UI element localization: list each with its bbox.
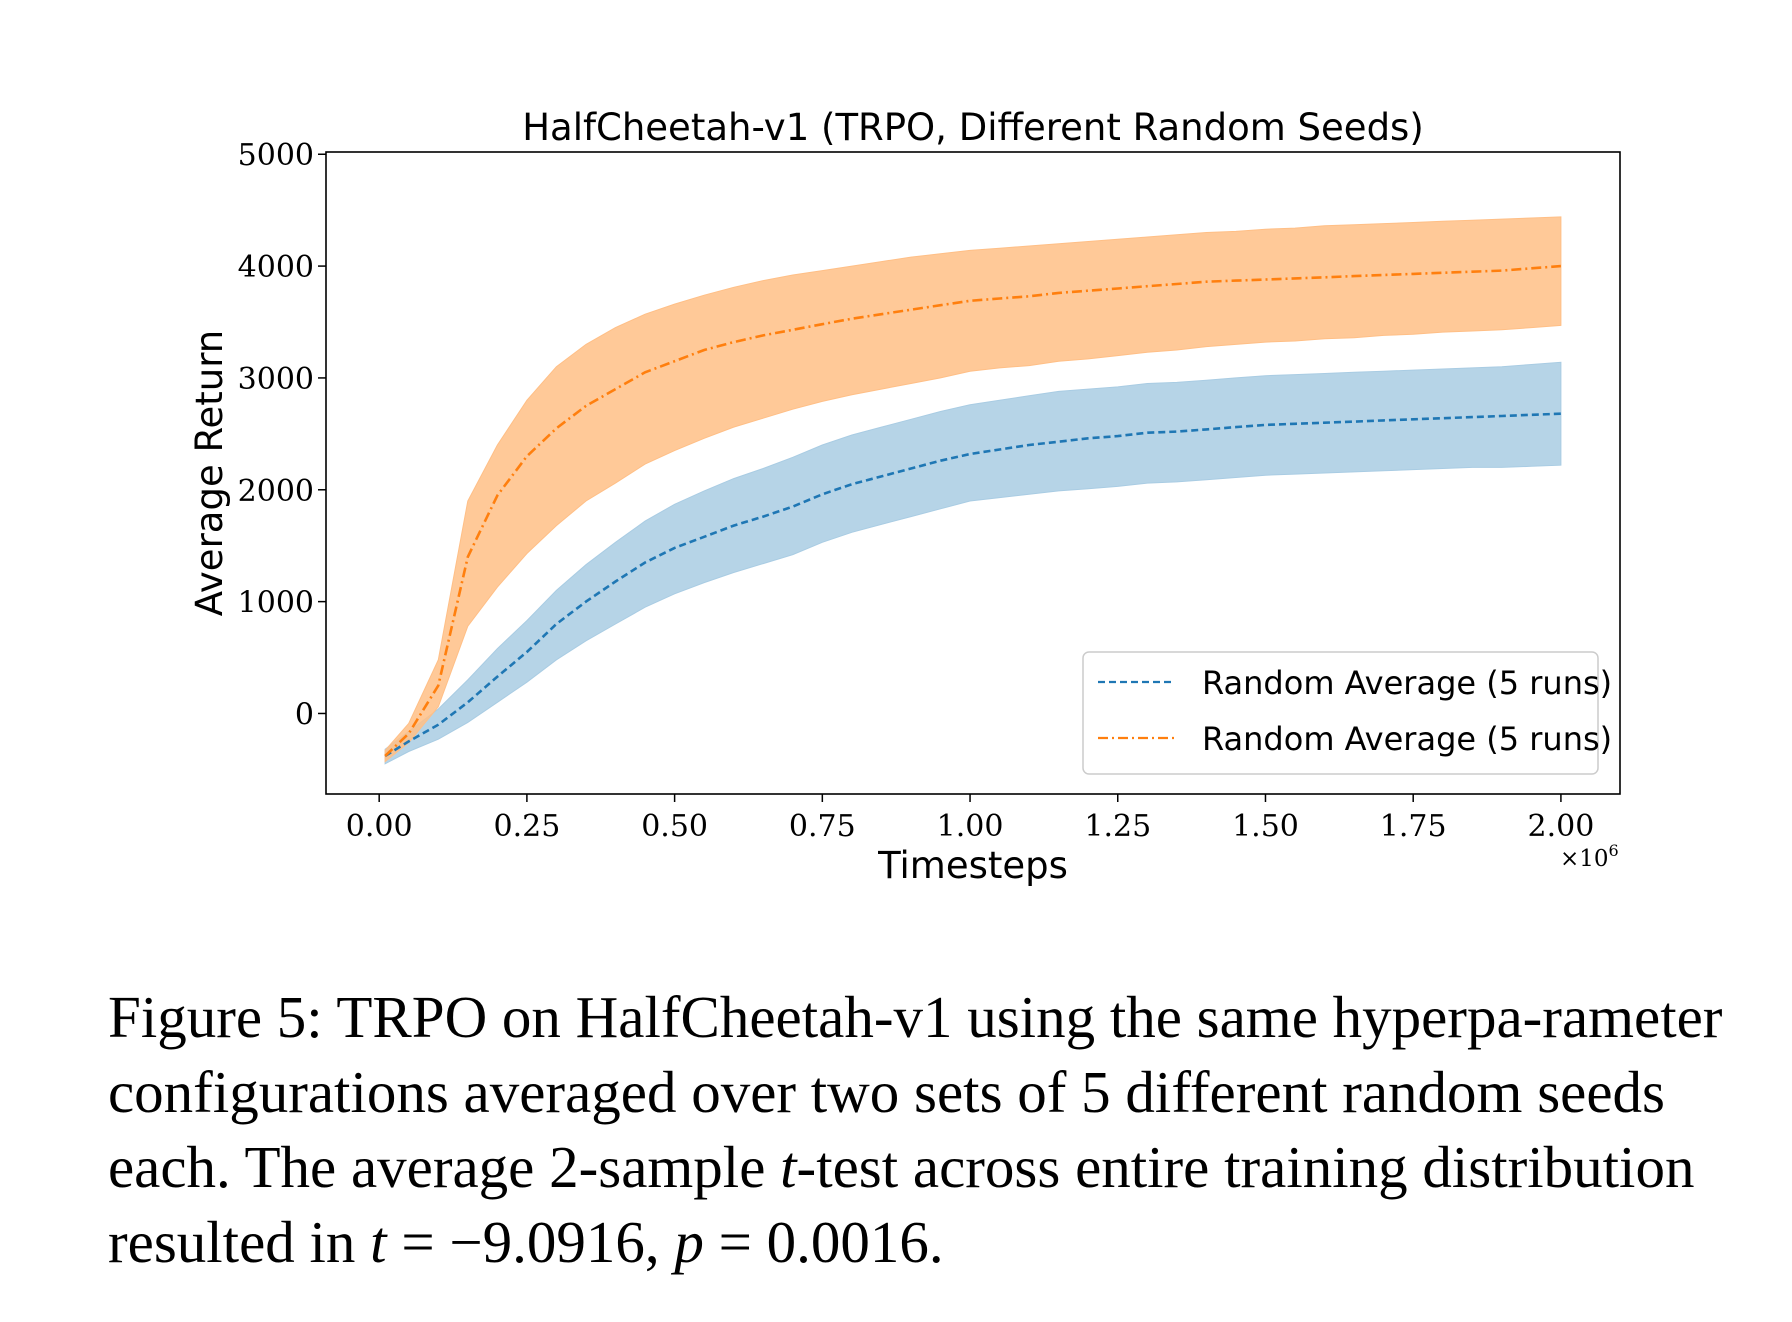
- caption-text-2: -test across entire training distributio…: [108, 1134, 1695, 1275]
- confidence-bands: [384, 216, 1562, 765]
- x-axis: 0.00 0.25 0.50 0.75 1.00 1.25 1.50 1.75 2.00: [346, 794, 1595, 844]
- series-1-line: [384, 264, 1561, 757]
- x-tick-label: 2.00: [1528, 809, 1595, 844]
- series-1-band: [384, 216, 1562, 763]
- x-tick-label: 0.00: [346, 809, 413, 844]
- legend-box: [1082, 651, 1599, 775]
- y-tick-label: 2000: [238, 474, 314, 509]
- line-chart: 0.00 0.25 0.50 0.75 1.00 1.25 1.50 1.75 2.00 0 10…: [188, 106, 1621, 887]
- x-tick-label: 1.00: [937, 809, 1004, 844]
- y-tick-label: 1000: [238, 586, 314, 621]
- x-multiplier-base: ×10: [1560, 846, 1609, 872]
- caption-text-1: Figure 5: TRPO on HalfCheetah-v1 using t…: [108, 984, 1723, 1200]
- plot-frame: [325, 151, 1621, 795]
- x-tick-label: 0.75: [789, 809, 856, 844]
- legend-label-orange: Random Average (5 runs): [1202, 720, 1612, 758]
- legend-label-blue: Random Average (5 runs): [1202, 664, 1612, 702]
- series-0-band: [384, 361, 1562, 765]
- chart-title: HalfCheetah-v1 (TRPO, Different Random S…: [522, 106, 1424, 149]
- caption-eq-2: = 0.0016.: [703, 1209, 944, 1275]
- x-multiplier-exponent: 6: [1609, 841, 1619, 860]
- figure-caption: Figure 5: TRPO on HalfCheetah-v1 using t…: [108, 980, 1728, 1280]
- y-tick-label: 5000: [238, 138, 314, 173]
- caption-p-var: p: [674, 1209, 704, 1275]
- y-tick-label: 3000: [238, 362, 314, 397]
- y-tick-label: 0: [295, 697, 314, 732]
- x-tick-label: 1.75: [1380, 809, 1447, 844]
- x-tick-label: 1.25: [1084, 809, 1151, 844]
- x-tick-label: 0.50: [641, 809, 708, 844]
- y-tick-label: 4000: [238, 250, 314, 285]
- caption-t-var: t: [370, 1209, 387, 1275]
- y-axis: 0 1000 2000 3000 4000 5000: [238, 138, 326, 732]
- x-multiplier: ×106: [1560, 841, 1619, 872]
- legend: Random Average (5 runs) Random Average (…: [1082, 651, 1612, 775]
- x-tick-label: 1.50: [1232, 809, 1299, 844]
- caption-eq-1: = −9.0916,: [386, 1209, 675, 1275]
- y-axis-label: Average Return: [188, 330, 231, 616]
- series-lines: [384, 264, 1561, 758]
- caption-t-var: t: [780, 1134, 797, 1200]
- x-axis-label: Timesteps: [877, 844, 1068, 887]
- x-tick-label: 0.25: [493, 809, 560, 844]
